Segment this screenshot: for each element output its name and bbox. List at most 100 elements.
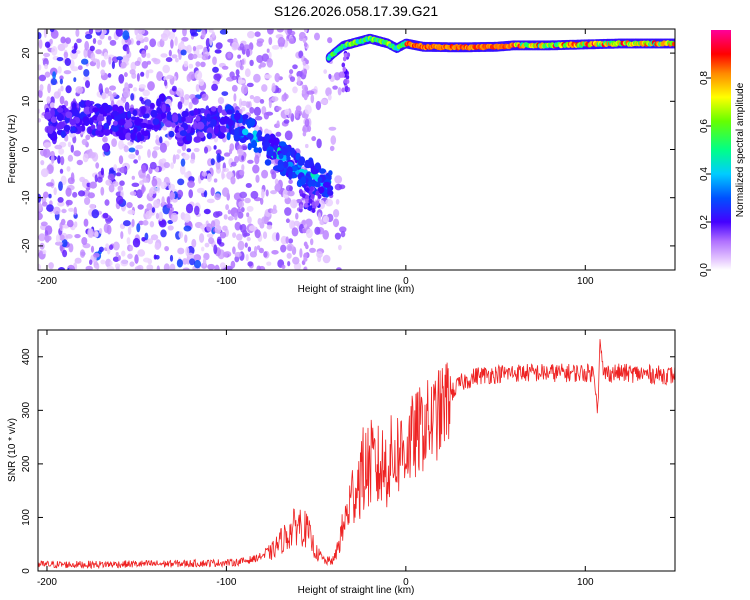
spectral-ridge-blob: [47, 125, 54, 135]
spectral-noise-blob: [239, 43, 245, 51]
spectral-noise-blob: [288, 179, 293, 184]
spectral-noise-blob: [255, 115, 263, 121]
spectral-ridge-blob: [171, 114, 179, 123]
spectrogram-x-tick-label: 0: [403, 276, 409, 287]
spectral-noise-blob: [73, 42, 78, 51]
spectral-ridge-blob: [206, 132, 213, 140]
spectral-noise-blob: [237, 240, 245, 251]
spectral-noise-blob: [161, 196, 165, 205]
spectral-noise-blob: [109, 39, 117, 46]
spectral-noise-blob: [79, 176, 86, 183]
spectral-noise-blob: [206, 223, 213, 232]
spectral-noise-blob: [141, 50, 147, 58]
spectral-ridge-blob: [156, 106, 162, 114]
spectral-noise-blob: [189, 258, 196, 266]
spectral-noise-blob: [196, 53, 203, 58]
spectral-ridge-blob: [322, 181, 331, 188]
spectral-noise-blob: [70, 144, 75, 153]
spectral-noise-blob: [184, 172, 189, 178]
spectral-noise-blob: [90, 245, 95, 253]
spectral-noise-blob: [322, 254, 331, 264]
spectral-noise-blob: [105, 258, 112, 268]
spectral-ridge-blob: [253, 147, 260, 153]
spectral-ridge-blob: [234, 127, 240, 137]
spectral-noise-blob: [247, 261, 253, 267]
spectral-ridge-blob: [193, 108, 199, 116]
spectral-noise-blob: [108, 184, 115, 193]
spectral-ridge-blob: [257, 147, 262, 154]
spectral-noise-blob: [74, 257, 82, 264]
spectral-noise-blob: [57, 197, 64, 203]
spectral-noise-blob: [100, 167, 104, 176]
spectral-noise-blob: [247, 159, 254, 164]
spectral-noise-blob: [124, 101, 130, 112]
spectral-noise-blob: [210, 158, 215, 166]
spectral-noise-blob: [234, 212, 238, 221]
spectral-noise-blob: [123, 145, 129, 153]
spectral-noise-blob: [304, 104, 312, 115]
spectral-ridge-blob: [314, 162, 321, 170]
snr-x-tick-label: 0: [403, 577, 409, 588]
spectral-ridge-blob: [317, 194, 322, 199]
spectral-noise-blob: [141, 164, 147, 174]
spectral-noise-blob: [164, 246, 170, 252]
spectral-noise-blob: [144, 45, 149, 51]
spectral-noise-blob: [81, 138, 88, 146]
spectral-noise-blob: [198, 79, 205, 86]
spectral-noise-blob: [183, 225, 192, 232]
spectral-noise-blob: [76, 38, 82, 44]
spectral-ridge-blob: [307, 180, 316, 186]
spectral-noise-blob: [38, 89, 43, 98]
spectral-noise-blob: [59, 95, 65, 105]
spectral-noise-blob: [195, 61, 201, 67]
spectral-noise-blob: [102, 143, 110, 152]
spectral-noise-blob: [166, 203, 173, 209]
spectral-noise-blob: [288, 186, 293, 192]
spectral-noise-blob: [158, 211, 163, 222]
spectral-noise-blob: [89, 181, 97, 189]
spectral-noise-blob: [239, 191, 248, 199]
spectral-noise-blob: [160, 53, 168, 58]
spectral-noise-blob: [193, 147, 200, 153]
spectral-noise-blob: [109, 85, 116, 91]
spectral-ridge-blob: [70, 126, 76, 132]
spectral-noise-blob: [246, 205, 254, 212]
spectral-ridge-blob: [160, 93, 166, 102]
spectral-noise-blob: [63, 70, 72, 75]
spectral-ridge-blob: [60, 130, 66, 138]
spectral-noise-blob: [328, 73, 332, 80]
snr-y-tick-label: 300: [21, 402, 32, 419]
spectral-noise-blob: [196, 44, 204, 50]
spectral-noise-blob: [243, 232, 251, 237]
spectral-noise-blob: [235, 60, 241, 68]
spectral-noise-blob: [177, 101, 183, 110]
carrier-blob: [344, 86, 349, 91]
spectral-noise-blob: [141, 61, 149, 69]
spectral-noise-blob: [292, 64, 298, 70]
spectral-noise-blob: [193, 254, 202, 262]
spectral-noise-blob: [257, 218, 262, 225]
spectral-noise-blob: [117, 185, 124, 192]
spectral-ridge-blob: [317, 176, 323, 183]
spectral-noise-blob: [301, 89, 306, 95]
spectral-ridge-blob: [96, 115, 105, 122]
spectral-ridge-blob: [92, 107, 99, 113]
spectral-noise-blob: [256, 40, 263, 47]
spectral-noise-blob: [124, 82, 129, 91]
spectral-noise-blob: [57, 201, 65, 207]
colorbar-tick-label: 0.4: [699, 167, 710, 181]
spectral-noise-blob: [333, 209, 340, 218]
spectral-noise-blob: [186, 148, 192, 153]
spectral-ridge-blob: [150, 109, 158, 118]
spectral-noise-blob: [168, 49, 172, 57]
spectral-noise-blob: [120, 231, 124, 240]
spectral-noise-blob: [142, 220, 149, 226]
spectral-noise-blob: [245, 254, 249, 262]
spectral-ridge-blob: [264, 159, 272, 166]
spectral-noise-blob: [284, 130, 293, 141]
spectral-ridge-blob: [257, 135, 264, 142]
spectral-noise-blob: [151, 150, 158, 159]
spectral-noise-blob: [50, 153, 55, 164]
spectral-noise-blob: [249, 107, 255, 114]
spectral-noise-blob: [246, 236, 251, 242]
